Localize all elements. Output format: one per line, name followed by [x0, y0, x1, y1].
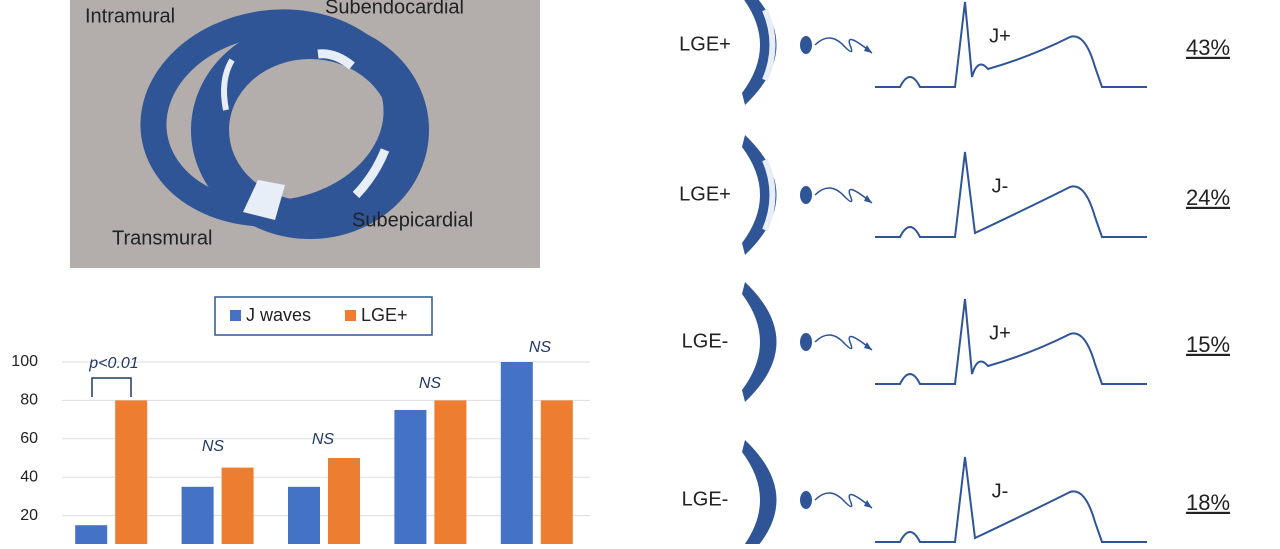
- diagram-label: Subepicardial: [352, 209, 473, 231]
- arrowhead: [864, 195, 872, 203]
- bar: [181, 486, 214, 549]
- lge-label: LGE-: [682, 330, 729, 352]
- annotation: NS: [312, 431, 335, 448]
- diagram-label: Transmural: [112, 227, 212, 249]
- lesion: [762, 158, 776, 232]
- inner-ring: [191, 21, 429, 239]
- legend-box: [214, 296, 433, 336]
- bar: [328, 458, 360, 549]
- legend-swatch: [230, 310, 241, 321]
- legend-swatch: [345, 310, 356, 321]
- percent: 43%: [1186, 35, 1230, 60]
- y-tick-label: 60: [20, 430, 38, 447]
- ecg: [875, 456, 1147, 543]
- y-tick-label: 80: [20, 392, 38, 409]
- bar: [434, 400, 467, 549]
- ecg: [875, 298, 1147, 385]
- transmural-lesion: [243, 180, 285, 220]
- dot: [800, 491, 812, 509]
- arrowhead: [864, 500, 872, 508]
- annotation: NS: [202, 438, 225, 455]
- y-tick-label: 40: [20, 468, 38, 485]
- lge-label: LGE+: [679, 183, 731, 205]
- arrow: [814, 187, 873, 204]
- lge-label: LGE+: [679, 33, 731, 55]
- arrow: [814, 492, 873, 509]
- lge-label: LGE-: [682, 488, 729, 510]
- diagram-label: Subendocardial: [325, 0, 464, 18]
- subepicardial-lesion: [352, 148, 390, 199]
- lesion: [762, 8, 776, 82]
- y-tick-label: 100: [11, 353, 38, 370]
- percent: 18%: [1186, 490, 1230, 515]
- bar: [540, 400, 573, 549]
- ecg: [875, 151, 1147, 238]
- myocardium: [742, 282, 777, 402]
- significance-bracket: [91, 377, 132, 397]
- percent: 15%: [1186, 332, 1230, 357]
- intramural-lesion: [221, 58, 235, 111]
- y-tick-label: 20: [20, 507, 38, 524]
- dot: [800, 186, 812, 204]
- bar: [394, 410, 427, 549]
- diagram-label: Intramural: [85, 5, 175, 27]
- arrow: [814, 334, 873, 351]
- bar: [115, 400, 148, 549]
- subendocardial-lesion: [317, 49, 355, 70]
- bar: [75, 525, 108, 549]
- annotation: NS: [419, 375, 442, 392]
- legend-label: J waves: [246, 305, 311, 325]
- arrowhead: [864, 45, 872, 53]
- dot: [800, 333, 812, 351]
- bar: [221, 467, 254, 549]
- annotation: p<0.01: [88, 355, 138, 372]
- j-label: J+: [989, 322, 1011, 344]
- bar: [500, 362, 533, 549]
- j-label: J+: [989, 25, 1011, 47]
- myocardium: [742, 440, 777, 549]
- ecg: [875, 1, 1147, 88]
- dot: [800, 36, 812, 54]
- arrow: [814, 37, 873, 54]
- arrowhead: [864, 342, 872, 350]
- j-label: J-: [992, 480, 1009, 502]
- percent: 24%: [1186, 185, 1230, 210]
- j-label: J-: [992, 175, 1009, 197]
- legend-label: LGE+: [361, 305, 408, 325]
- bar: [288, 486, 320, 549]
- annotation: NS: [529, 339, 552, 356]
